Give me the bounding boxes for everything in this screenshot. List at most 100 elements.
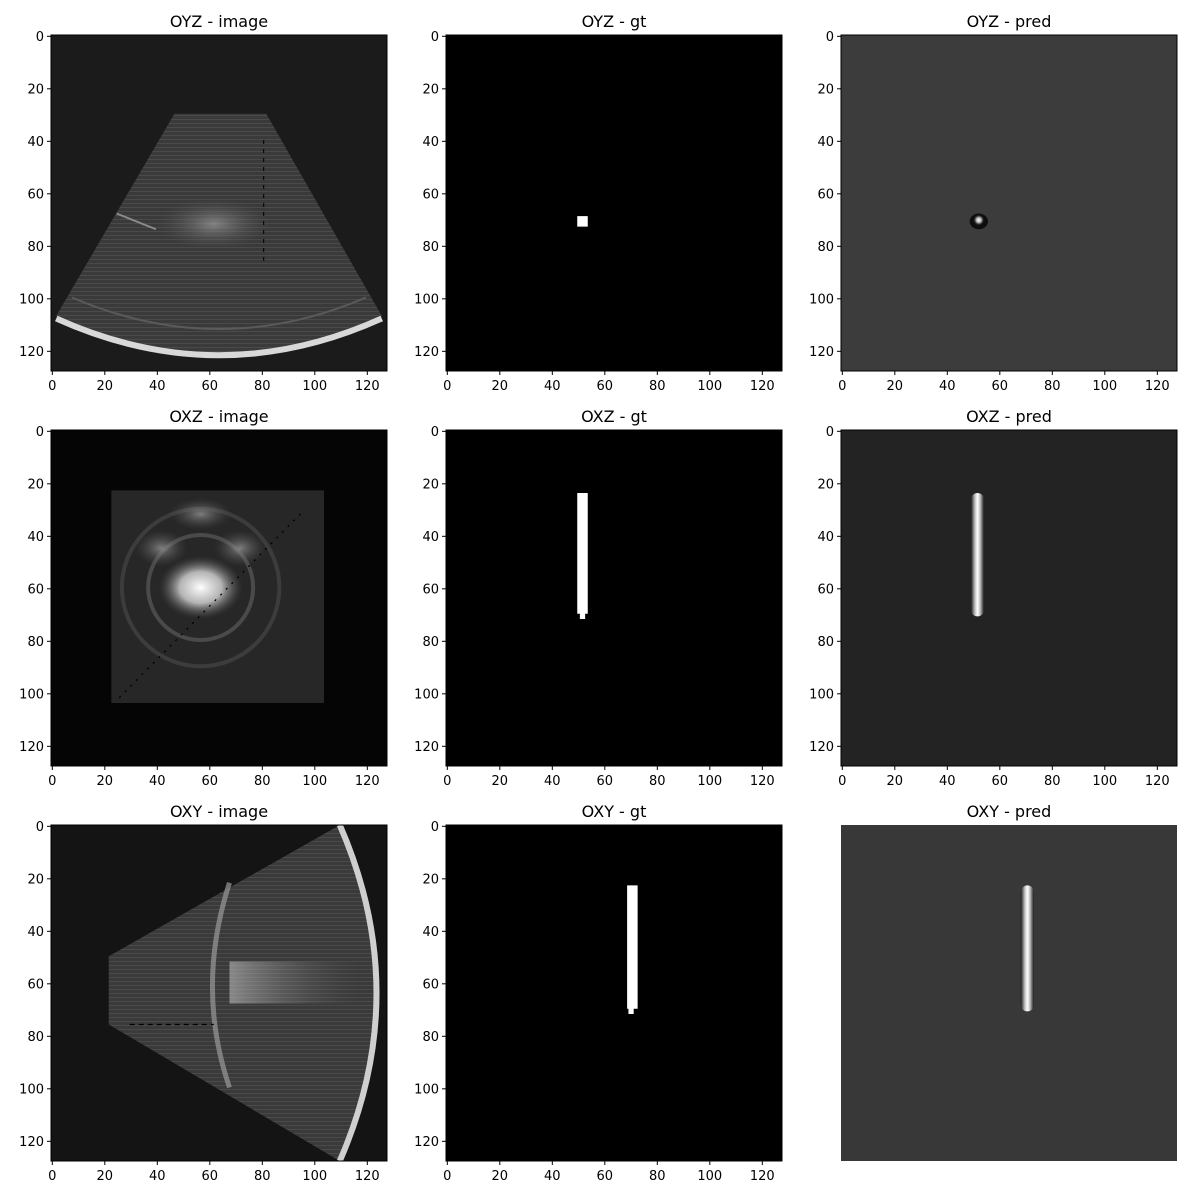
x-tick-label: 0 [443,774,451,789]
y-tick-label: 120 [414,345,439,360]
y-tick-label: 20 [27,82,44,97]
y-tick-label: 0 [826,425,834,440]
x-tick-label: 120 [355,379,380,394]
x-tick-label: 100 [1092,774,1117,789]
y-tick-label: 80 [422,1030,439,1045]
y-tick-label: 40 [27,530,44,545]
panel-title: OXY - pred [967,802,1052,821]
y-tick-label: 20 [27,477,44,492]
axes-frame [50,429,388,767]
y-tick-label: 80 [422,635,439,650]
y-tick-label: 60 [27,582,44,597]
x-tick-label: 60 [597,774,614,789]
y-tick-label: 60 [422,187,439,202]
x-tick-label: 40 [149,379,166,394]
panel-oyz-image: OYZ - image 0 0 20 20 40 40 60 60 80 80 100 100 120 12… [19,12,388,394]
x-tick-label: 40 [939,774,956,789]
x-tick-label: 60 [992,774,1009,789]
y-tick-label: 120 [809,740,834,755]
x-tick-label: 100 [1092,379,1117,394]
panel-title: OYZ - gt [582,12,647,31]
x-tick-label: 0 [443,379,451,394]
y-tick-label: 0 [431,820,439,835]
x-tick-label: 20 [492,774,509,789]
x-tick-label: 80 [254,774,271,789]
y-tick-label: 100 [809,292,834,307]
x-tick-label: 120 [1145,379,1170,394]
panel-title: OXZ - image [169,407,268,426]
x-tick-label: 0 [48,1169,56,1184]
y-tick-label: 100 [19,292,44,307]
axes-frame [50,34,388,372]
y-tick-label: 40 [27,925,44,940]
y-tick-label: 100 [414,292,439,307]
x-tick-label: 120 [750,774,775,789]
y-tick-label: 120 [19,740,44,755]
axes-frame [445,34,783,372]
x-tick-label: 100 [697,379,722,394]
x-tick-label: 20 [492,1169,509,1184]
y-tick-label: 100 [19,1082,44,1097]
y-tick-label: 80 [422,240,439,255]
y-tick-label: 120 [19,1135,44,1150]
y-tick-label: 100 [414,1082,439,1097]
x-tick-label: 40 [544,1169,561,1184]
panel-image [446,430,782,766]
y-tick-label: 20 [817,477,834,492]
y-tick-label: 60 [817,582,834,597]
panel-oxz-image: OXZ - image 0 0 20 20 40 40 60 60 80 80 100 100 120 12… [19,407,388,789]
x-tick-label: 60 [202,1169,219,1184]
panel-oxy-gt: OXY - gt 0 0 20 20 40 40 60 60 80 80 100 100 120 120 [414,802,783,1184]
y-tick-label: 40 [422,925,439,940]
x-tick-label: 80 [649,1169,666,1184]
panel-oxy-pred: OXY - pred [841,802,1177,1161]
panel-image [51,35,387,371]
x-tick-label: 100 [302,1169,327,1184]
x-tick-label: 80 [649,379,666,394]
y-tick-label: 80 [27,635,44,650]
x-tick-label: 100 [302,379,327,394]
y-tick-label: 0 [36,30,44,45]
axes-frame [445,429,783,767]
y-tick-label: 80 [817,240,834,255]
y-tick-label: 60 [27,187,44,202]
panel-oyz-pred: OYZ - pred 0 0 20 20 40 40 60 60 80 80 100 100 120 120 [809,12,1178,394]
y-tick-label: 60 [422,582,439,597]
x-tick-label: 100 [302,774,327,789]
y-tick-label: 40 [27,135,44,150]
y-tick-label: 120 [809,345,834,360]
y-tick-label: 120 [19,345,44,360]
panel-image [446,825,782,1161]
y-tick-label: 120 [414,1135,439,1150]
panel-image [51,430,387,766]
panel-image [51,823,387,1163]
axes-frame [445,824,783,1162]
x-tick-label: 100 [697,774,722,789]
x-tick-label: 80 [1044,774,1061,789]
x-tick-label: 0 [48,379,56,394]
panel-image [841,430,1177,766]
x-tick-label: 100 [697,1169,722,1184]
y-tick-label: 60 [422,977,439,992]
x-tick-label: 60 [202,379,219,394]
panel-title: OYZ - pred [967,12,1052,31]
axes-frame [840,429,1178,767]
x-tick-label: 80 [1044,379,1061,394]
x-tick-label: 40 [149,1169,166,1184]
x-tick-label: 20 [97,774,114,789]
x-tick-label: 0 [48,774,56,789]
x-tick-label: 60 [202,774,219,789]
x-tick-label: 20 [887,774,904,789]
x-tick-label: 40 [544,774,561,789]
panel-image [841,35,1177,371]
y-tick-label: 100 [809,687,834,702]
x-tick-label: 80 [649,774,666,789]
y-tick-label: 0 [36,820,44,835]
panel-image [446,35,782,371]
y-tick-label: 100 [414,687,439,702]
x-tick-label: 0 [838,774,846,789]
x-tick-label: 120 [750,1169,775,1184]
panel-oxy-image: OXY - image 0 0 20 20 40 40 60 60 80 80 100 100 120 12… [19,802,388,1184]
y-tick-label: 20 [422,872,439,887]
x-tick-label: 120 [355,1169,380,1184]
